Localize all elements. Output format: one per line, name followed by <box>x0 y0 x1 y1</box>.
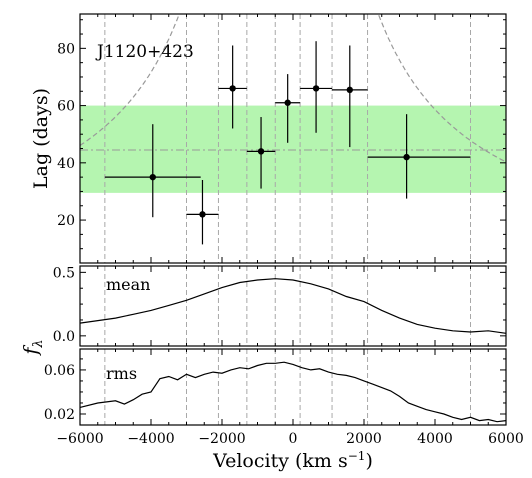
mean-panel-area <box>79 266 507 346</box>
lag-point <box>218 45 247 129</box>
x-axis-label-exponent: −1 <box>348 449 366 463</box>
y-tick-label: 0.0 <box>53 329 75 345</box>
data-point <box>199 211 206 218</box>
mean-lag-band <box>80 105 506 193</box>
y-axis-label: Lag (days) <box>30 88 52 189</box>
flux-axis-label: fλ <box>20 339 46 356</box>
x-axis-label-main: Velocity (km s <box>212 450 348 472</box>
data-point <box>284 99 291 106</box>
data-point <box>229 85 236 92</box>
rms-label: rms <box>106 364 137 383</box>
x-tick-label: 6000 <box>488 431 524 447</box>
shared-labels: −6000 −4000 −2000 0 2000 4000 6000 Velocity (km… <box>20 339 524 472</box>
rms-panel-area <box>79 349 507 425</box>
x-tick-label: −4000 <box>127 431 174 447</box>
lag-point <box>367 114 471 199</box>
lag-panel: 20 40 60 80 J1120+423 Lag (days) <box>30 13 507 264</box>
data-point <box>403 153 410 161</box>
y-tick-label: 80 <box>57 41 75 57</box>
x-tick-label: 4000 <box>417 431 453 447</box>
x-tick-label: −6000 <box>56 431 103 447</box>
y-tick-label: 20 <box>57 213 75 229</box>
chart-title: J1120+423 <box>95 42 194 62</box>
rms-spectrum-line <box>79 361 507 423</box>
rms-panel: 0.02 0.06 rms <box>44 348 507 426</box>
data-point <box>257 148 265 155</box>
x-axis-label-close: ) <box>365 450 372 472</box>
flux-axis-label-sub: λ <box>31 339 46 348</box>
virial-envelope <box>377 14 506 163</box>
lag-point <box>186 180 219 245</box>
y-tick-label: 0.5 <box>53 265 75 281</box>
lag-point <box>104 124 201 218</box>
x-tick-label: 0 <box>289 431 298 447</box>
lag-plot-area <box>80 14 506 263</box>
lag-point <box>300 41 333 133</box>
mean-panel: 0.0 0.5 mean <box>53 265 507 347</box>
lag-point <box>246 117 276 189</box>
data-point <box>346 86 353 94</box>
virial-envelope <box>80 14 180 146</box>
y-tick-label: 0.06 <box>44 363 75 379</box>
flux-axis-label-main: f <box>20 345 42 357</box>
y-tick-label: 60 <box>57 99 75 115</box>
mean-spectrum-line <box>79 278 507 334</box>
y-tick-label: 0.02 <box>44 407 75 423</box>
mean-label: mean <box>106 275 150 294</box>
data-point <box>312 85 320 92</box>
lag-point <box>332 45 368 148</box>
x-tick-label: −2000 <box>198 431 245 447</box>
lag-point <box>275 74 301 143</box>
x-tick-label: 2000 <box>346 431 382 447</box>
x-axis-label: Velocity (km s−1) <box>212 449 373 472</box>
y-tick-label: 40 <box>57 156 75 172</box>
data-point <box>149 173 156 181</box>
